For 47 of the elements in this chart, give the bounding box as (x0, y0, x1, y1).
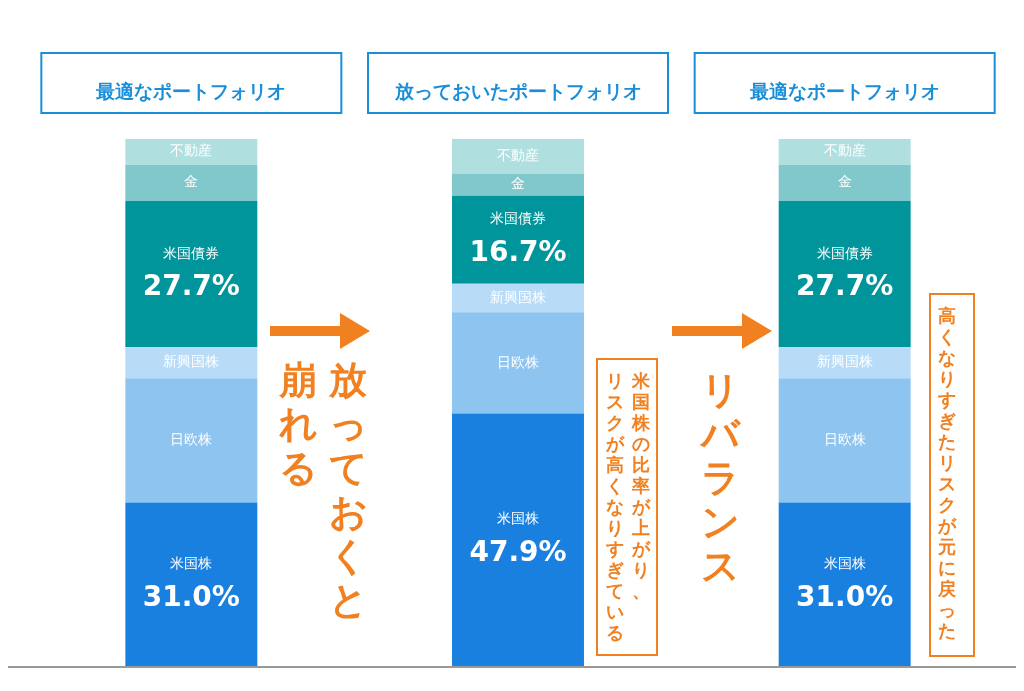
text: 不動産 (497, 146, 539, 163)
annotation: 放っておくと (328, 358, 368, 622)
series-label: 米国株 (170, 554, 213, 571)
bar (452, 413, 584, 666)
bar (778, 201, 911, 348)
annotation: 崩れる (278, 358, 318, 490)
text: 米国株 (823, 554, 866, 571)
bar (125, 378, 258, 503)
text: 日欧株 (823, 431, 866, 447)
bar (778, 164, 911, 202)
text: 高くなりすぎたリスクが元に戻った (937, 305, 956, 641)
data-label: 31.0% (796, 579, 894, 613)
bar (778, 502, 911, 666)
data-label: 27.7% (142, 269, 240, 303)
bar (125, 138, 258, 165)
series-label: 新興国株 (490, 288, 546, 305)
text: 米国株 (497, 510, 539, 527)
x-tick-label: 最適なポートフォリオ (95, 80, 287, 103)
text: 金 (837, 173, 852, 190)
text: 日欧株 (170, 431, 213, 447)
annotation: リバランス (700, 368, 740, 588)
bar (452, 173, 584, 196)
series-label: 金 (511, 175, 525, 192)
text: 米国債券 (816, 244, 873, 261)
data-label: 31.0% (142, 579, 240, 613)
data-label: 16.7% (469, 235, 567, 269)
text: 金 (184, 173, 199, 190)
bar (125, 201, 258, 348)
bar (125, 502, 258, 666)
series-label: 米国債券 (490, 210, 546, 227)
x-tick-label: 放っておいたポートフォリオ (393, 80, 642, 103)
text: 不動産 (823, 142, 866, 159)
x-tick-label: 最適なポートフォリオ (748, 80, 940, 103)
series-label: 不動産 (170, 142, 213, 159)
bar (452, 138, 584, 174)
data-label: 47.9% (469, 535, 567, 569)
text: 新興国株 (816, 353, 873, 370)
text: 新興国株 (163, 353, 220, 370)
text: 米国債券 (163, 244, 220, 261)
bar (452, 312, 584, 414)
bar (125, 164, 258, 202)
series-label: 日欧株 (497, 353, 539, 370)
bar (778, 378, 911, 503)
bar (778, 138, 911, 165)
data-label: 27.7% (796, 269, 894, 303)
text: 米国株の比率が上がり、 (631, 370, 650, 601)
text: リスクが高くなりすぎている (605, 370, 624, 643)
